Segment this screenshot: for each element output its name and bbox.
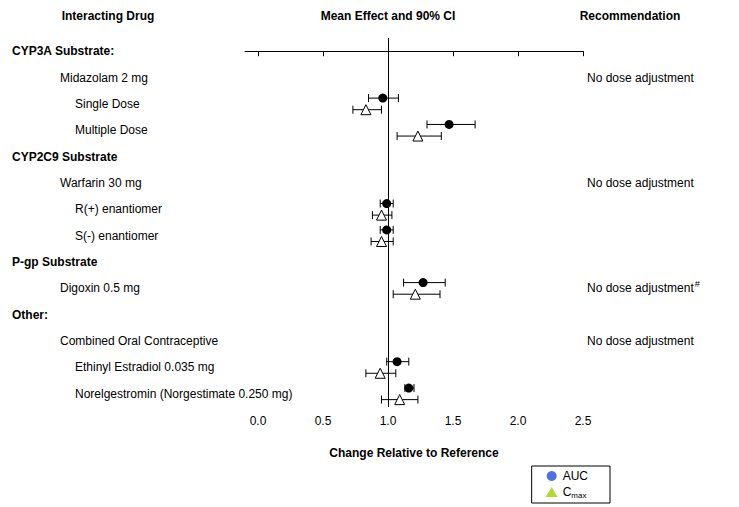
svg-text:P-gp Substrate: P-gp Substrate: [12, 255, 98, 269]
svg-text:Interacting Drug: Interacting Drug: [62, 9, 155, 23]
svg-text:Other:: Other:: [12, 308, 48, 322]
svg-text:Recommendation: Recommendation: [580, 9, 681, 23]
svg-text:Single Dose: Single Dose: [75, 97, 140, 111]
svg-text:Digoxin 0.5 mg: Digoxin 0.5 mg: [60, 281, 140, 295]
svg-text:Midazolam 2 mg: Midazolam 2 mg: [60, 71, 148, 85]
svg-text:Multiple Dose: Multiple Dose: [75, 123, 148, 137]
svg-text:1.0: 1.0: [380, 414, 397, 428]
svg-text:R(+) enantiomer: R(+) enantiomer: [75, 202, 162, 216]
svg-text:Norelgestromin (Norgestimate 0: Norelgestromin (Norgestimate 0.250 mg): [75, 387, 292, 401]
svg-text:CYP3A Substrate:: CYP3A Substrate:: [12, 44, 114, 58]
svg-text:CYP2C9 Substrate: CYP2C9 Substrate: [12, 150, 118, 164]
svg-text:max: max: [571, 491, 586, 500]
svg-text:Warfarin 30 mg: Warfarin 30 mg: [60, 176, 142, 190]
svg-text:C: C: [563, 485, 572, 499]
svg-text:2.5: 2.5: [575, 414, 592, 428]
svg-text:Ethinyl Estradiol 0.035 mg: Ethinyl Estradiol 0.035 mg: [75, 360, 214, 374]
svg-text:1.5: 1.5: [445, 414, 462, 428]
svg-text:No dose adjustment: No dose adjustment: [587, 71, 694, 85]
svg-text:Change Relative to Reference: Change Relative to Reference: [329, 446, 499, 460]
svg-text:Combined Oral Contraceptive: Combined Oral Contraceptive: [60, 334, 218, 348]
svg-text:2.0: 2.0: [510, 414, 527, 428]
svg-text:0.0: 0.0: [250, 414, 267, 428]
svg-text:AUC: AUC: [563, 469, 589, 483]
svg-text:No dose adjustment: No dose adjustment: [587, 334, 694, 348]
svg-text:No dose adjustment: No dose adjustment: [587, 176, 694, 190]
svg-text:S(-) enantiomer: S(-) enantiomer: [75, 229, 158, 243]
svg-text:#: #: [695, 279, 700, 289]
svg-text:Mean Effect and 90% CI: Mean Effect and 90% CI: [321, 9, 456, 23]
svg-text:0.5: 0.5: [315, 414, 332, 428]
svg-text:No dose adjustment: No dose adjustment: [587, 281, 694, 295]
